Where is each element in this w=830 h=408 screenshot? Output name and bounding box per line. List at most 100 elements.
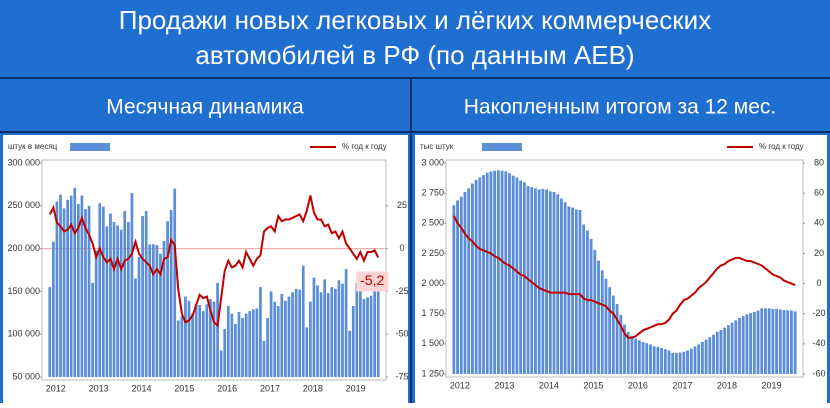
bar	[537, 189, 541, 374]
bar	[344, 269, 348, 377]
bar	[259, 287, 262, 377]
bar	[141, 216, 144, 377]
bar	[301, 265, 305, 377]
bar	[738, 317, 741, 374]
panel-title: Месячная динамика	[106, 96, 304, 119]
bar	[656, 346, 660, 374]
bar	[519, 180, 523, 374]
bar	[508, 173, 511, 374]
bar	[112, 222, 116, 377]
bar	[237, 311, 241, 377]
bar	[176, 320, 180, 377]
bar	[456, 200, 459, 374]
bar	[500, 170, 504, 374]
bar	[764, 308, 767, 374]
y-tick-label: 50 000	[12, 371, 40, 381]
bar	[545, 189, 549, 374]
x-tick-label: 2018	[717, 380, 737, 390]
bar	[166, 221, 169, 377]
bar	[69, 195, 73, 377]
bar	[782, 310, 786, 374]
bar	[369, 295, 373, 377]
x-tick-label: 2015	[583, 380, 603, 390]
bar	[355, 282, 359, 377]
value-label: -5,2	[360, 272, 384, 288]
bar	[496, 170, 500, 374]
bar	[323, 279, 327, 377]
y2-tick-label: 25	[397, 200, 407, 210]
bar	[667, 350, 671, 374]
bar	[771, 308, 775, 374]
bar	[84, 209, 87, 377]
y-tick-label: 300 000	[7, 157, 40, 167]
bar	[212, 301, 216, 377]
bar	[585, 230, 589, 374]
bar	[309, 301, 312, 377]
bar	[634, 338, 638, 374]
bar	[712, 334, 715, 374]
bar	[319, 292, 323, 377]
bar	[478, 177, 482, 374]
bar	[330, 287, 334, 377]
bar	[251, 309, 255, 377]
bar	[209, 299, 212, 377]
bar	[48, 287, 52, 377]
bar	[159, 253, 162, 377]
bar	[515, 177, 519, 374]
bar	[284, 300, 287, 377]
y2-tick-label: -40	[812, 338, 825, 348]
bar	[169, 210, 173, 377]
y-axis-label: штук в месяц	[8, 142, 58, 151]
bar	[123, 210, 127, 377]
bar	[793, 311, 797, 374]
bar	[467, 188, 471, 374]
bar	[567, 206, 571, 374]
bar	[530, 187, 534, 374]
bar	[767, 308, 771, 374]
bar	[790, 310, 793, 374]
bar	[266, 317, 269, 377]
bar	[187, 300, 191, 377]
x-tick-label: 2012	[46, 383, 66, 393]
bar	[682, 351, 686, 374]
bar	[362, 299, 366, 377]
bar	[151, 244, 155, 377]
y2-tick-label: 0	[816, 278, 821, 288]
bar	[234, 323, 237, 377]
y2-tick-label: -25	[395, 286, 408, 296]
bar	[162, 240, 166, 377]
x-tick-label: 2015	[174, 383, 194, 393]
value-label-bg	[356, 271, 389, 292]
bar	[700, 342, 704, 374]
bar	[255, 308, 259, 377]
bar	[316, 285, 319, 377]
x-tick-label: 2019	[761, 380, 781, 390]
x-tick-label: 2014	[539, 380, 559, 390]
y2-tick-label: 40	[814, 218, 824, 228]
bar	[608, 287, 612, 374]
bar	[589, 238, 593, 374]
bar	[376, 291, 380, 377]
y-tick-label: 2 750	[421, 188, 444, 198]
y-tick-label: 1 250	[421, 368, 444, 378]
bar	[241, 317, 244, 377]
bar	[470, 183, 474, 374]
y-tick-label: 3 000	[421, 157, 444, 167]
x-tick-label: 2017	[260, 383, 280, 393]
bar	[619, 314, 623, 374]
bar	[223, 329, 227, 377]
bar	[244, 313, 248, 377]
y-tick-label: 200 000	[7, 243, 40, 253]
bar	[341, 283, 344, 377]
bar	[230, 313, 234, 377]
bar	[144, 210, 148, 377]
legend-swatch	[70, 143, 110, 151]
bar	[597, 260, 600, 374]
x-tick-label: 2016	[217, 383, 237, 393]
bar	[485, 172, 489, 374]
y-tick-label: 100 000	[7, 329, 40, 339]
x-tick-label: 2019	[346, 383, 366, 393]
bar	[626, 331, 630, 374]
y-tick-label: 2 250	[421, 248, 444, 258]
bar	[719, 329, 723, 374]
